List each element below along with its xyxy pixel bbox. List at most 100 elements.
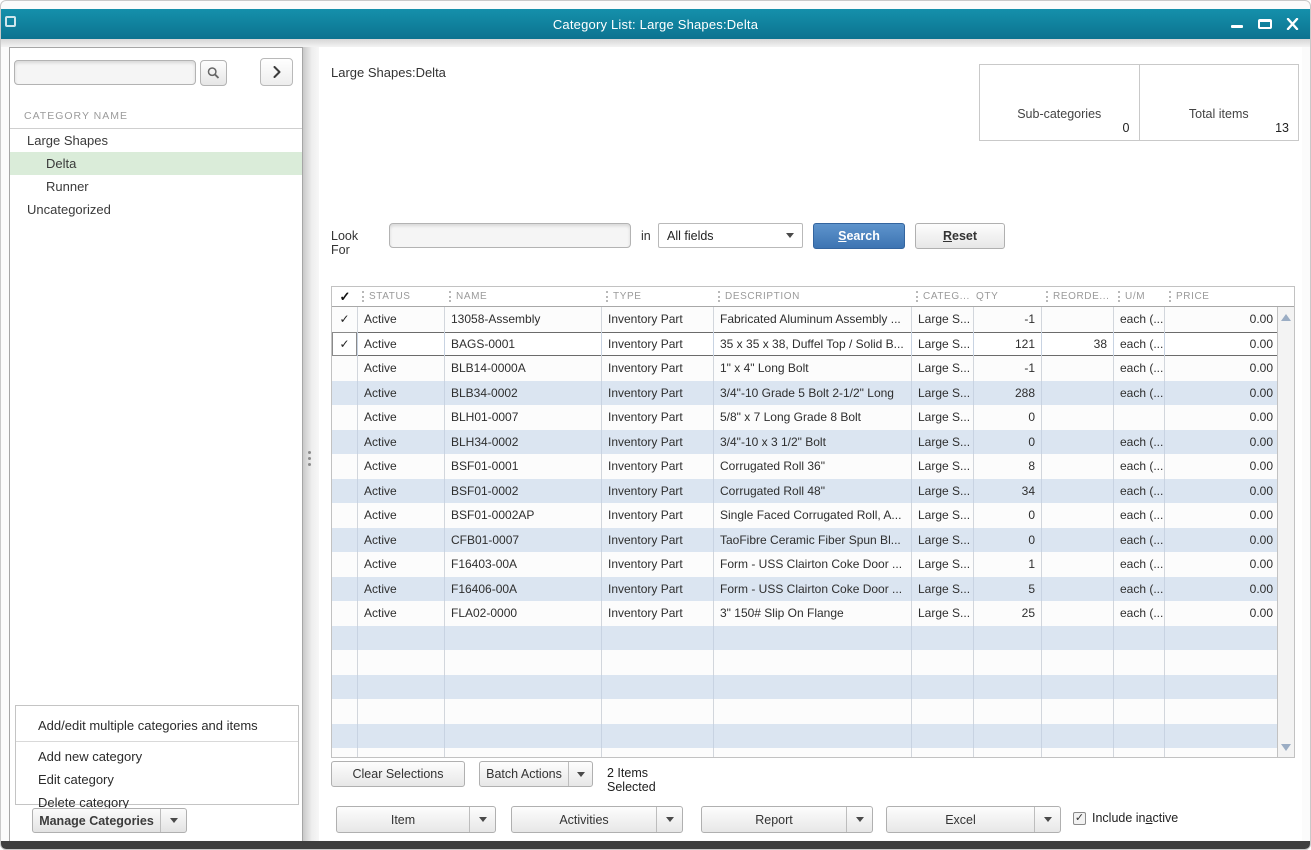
tree-item-runner[interactable]: Runner: [10, 175, 302, 198]
row-checkbox-cell[interactable]: [332, 430, 358, 455]
cell-description: 3/4"-10 Grade 5 Bolt 2-1/2" Long: [714, 381, 912, 406]
table-row[interactable]: [332, 699, 1294, 724]
header-um[interactable]: U/M: [1114, 287, 1165, 306]
table-row[interactable]: Active BLB14-0000A Inventory Part 1" x 4…: [332, 356, 1294, 381]
cell-qty: 288: [974, 381, 1042, 406]
row-checkbox-cell[interactable]: [332, 454, 358, 479]
total-items-stat: Total items 13: [1139, 65, 1299, 140]
vertical-scrollbar[interactable]: [1277, 307, 1294, 757]
cell-um: each (...: [1114, 381, 1165, 406]
cell-price: 0.00: [1165, 381, 1279, 406]
row-checkbox-cell[interactable]: [332, 601, 358, 626]
table-row[interactable]: [332, 626, 1294, 651]
category-search-button[interactable]: [200, 60, 227, 86]
menu-item-add-edit-multiple[interactable]: Add/edit multiple categories and items: [16, 714, 298, 737]
field-selector-dropdown[interactable]: All fields: [658, 223, 803, 248]
cell-reorder: [1042, 356, 1114, 381]
cell-type: Inventory Part: [602, 503, 714, 528]
tree-item-delta[interactable]: Delta: [10, 152, 302, 175]
table-row[interactable]: Active BSF01-0002AP Inventory Part Singl…: [332, 503, 1294, 528]
reset-button[interactable]: Reset: [915, 223, 1005, 249]
row-checkbox-cell[interactable]: [332, 552, 358, 577]
table-row[interactable]: Active FLA02-0000 Inventory Part 3" 150#…: [332, 601, 1294, 626]
table-row[interactable]: Active F16406-00A Inventory Part Form - …: [332, 577, 1294, 602]
cell-status: Active: [358, 503, 445, 528]
table-row[interactable]: [332, 748, 1294, 758]
item-menu-button[interactable]: Item: [336, 806, 496, 833]
minimize-button[interactable]: [1230, 18, 1244, 30]
row-checkbox-cell[interactable]: ✓: [332, 332, 358, 357]
row-checkbox-cell[interactable]: [332, 479, 358, 504]
row-checkbox-cell[interactable]: [332, 356, 358, 381]
table-row[interactable]: ✓ Active 13058-Assembly Inventory Part F…: [332, 307, 1294, 332]
table-row[interactable]: [332, 650, 1294, 675]
include-inactive-checkbox[interactable]: ✓ Include inactive: [1073, 811, 1178, 825]
row-checkbox-cell[interactable]: [332, 699, 358, 724]
row-checkbox-cell[interactable]: [332, 626, 358, 651]
collapse-sidebar-button[interactable]: [260, 58, 293, 86]
excel-menu-button[interactable]: Excel: [886, 806, 1061, 833]
maximize-button[interactable]: [1258, 18, 1272, 30]
panel-splitter[interactable]: [303, 47, 319, 841]
cell-description: [714, 675, 912, 700]
row-checkbox-cell[interactable]: [332, 675, 358, 700]
row-checkbox-cell[interactable]: [332, 650, 358, 675]
row-checkbox-cell[interactable]: [332, 577, 358, 602]
tree-item-uncategorized[interactable]: Uncategorized: [10, 198, 302, 221]
look-for-input[interactable]: [389, 223, 631, 248]
cell-qty: [974, 626, 1042, 651]
table-row[interactable]: Active CFB01-0007 Inventory Part TaoFibr…: [332, 528, 1294, 553]
batch-actions-dropdown-arrow[interactable]: [568, 762, 592, 786]
table-row[interactable]: [332, 724, 1294, 749]
header-status[interactable]: STATUS: [358, 287, 445, 306]
item-dropdown-arrow[interactable]: [469, 807, 495, 832]
table-row[interactable]: ✓ Active BAGS-0001 Inventory Part 35 x 3…: [332, 332, 1294, 357]
table-row[interactable]: Active F16403-00A Inventory Part Form - …: [332, 552, 1294, 577]
cell-description: 35 x 35 x 38, Duffel Top / Solid B...: [714, 332, 912, 357]
cell-description: Form - USS Clairton Coke Door ...: [714, 552, 912, 577]
close-button[interactable]: [1286, 18, 1300, 30]
search-button[interactable]: Search: [813, 223, 905, 249]
header-type[interactable]: TYPE: [602, 287, 714, 306]
header-category[interactable]: CATEG...: [912, 287, 974, 306]
table-row[interactable]: Active BLB34-0002 Inventory Part 3/4"-10…: [332, 381, 1294, 406]
cell-description: Fabricated Aluminum Assembly ...: [714, 307, 912, 332]
header-select-all[interactable]: ✓: [332, 287, 358, 306]
menu-item-edit-category[interactable]: Edit category: [16, 768, 298, 791]
row-checkbox-cell[interactable]: [332, 528, 358, 553]
table-row[interactable]: Active BSF01-0002 Inventory Part Corruga…: [332, 479, 1294, 504]
row-checkbox-cell[interactable]: [332, 748, 358, 758]
report-menu-button[interactable]: Report: [701, 806, 873, 833]
scroll-down-button[interactable]: [1278, 739, 1294, 755]
manage-categories-button[interactable]: Manage Categories: [32, 808, 187, 833]
table-row[interactable]: Active BSF01-0001 Inventory Part Corruga…: [332, 454, 1294, 479]
header-price[interactable]: PRICE: [1165, 287, 1279, 306]
total-items-value: 13: [1275, 121, 1289, 135]
row-checkbox-cell[interactable]: [332, 405, 358, 430]
batch-actions-button[interactable]: Batch Actions: [479, 761, 593, 787]
header-qty[interactable]: QTY: [974, 287, 1042, 306]
table-row[interactable]: [332, 675, 1294, 700]
cell-price: 0.00: [1165, 430, 1279, 455]
cell-reorder: [1042, 307, 1114, 332]
row-checkbox-cell[interactable]: [332, 724, 358, 749]
excel-dropdown-arrow[interactable]: [1034, 807, 1060, 832]
table-row[interactable]: Active BLH01-0007 Inventory Part 5/8" x …: [332, 405, 1294, 430]
row-checkbox-cell[interactable]: [332, 503, 358, 528]
manage-categories-dropdown-arrow[interactable]: [160, 809, 186, 832]
header-description[interactable]: DESCRIPTION: [714, 287, 912, 306]
header-reorder[interactable]: REORDE...: [1042, 287, 1114, 306]
cell-status: Active: [358, 307, 445, 332]
header-name[interactable]: NAME: [445, 287, 602, 306]
row-checkbox-cell[interactable]: ✓: [332, 307, 358, 332]
tree-item-large-shapes[interactable]: Large Shapes: [10, 129, 302, 152]
category-search-input[interactable]: [14, 60, 196, 85]
activities-dropdown-arrow[interactable]: [656, 807, 682, 832]
scroll-up-button[interactable]: [1278, 309, 1294, 325]
activities-menu-button[interactable]: Activities: [511, 806, 683, 833]
menu-item-add-new-category[interactable]: Add new category: [16, 745, 298, 768]
clear-selections-button[interactable]: Clear Selections: [331, 761, 465, 787]
table-row[interactable]: Active BLH34-0002 Inventory Part 3/4"-10…: [332, 430, 1294, 455]
row-checkbox-cell[interactable]: [332, 381, 358, 406]
report-dropdown-arrow[interactable]: [846, 807, 872, 832]
